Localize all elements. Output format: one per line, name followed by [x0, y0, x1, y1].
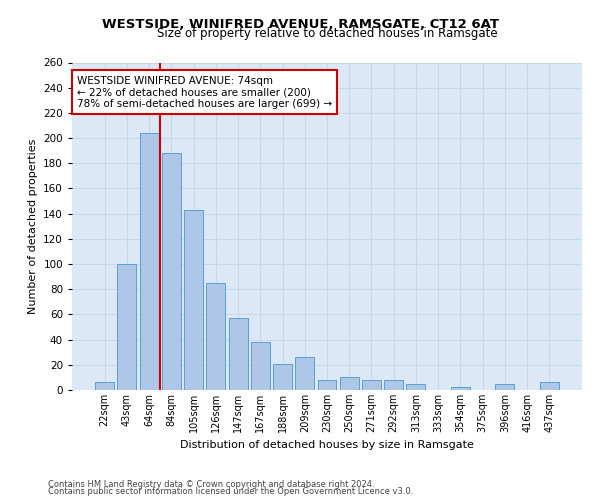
- Y-axis label: Number of detached properties: Number of detached properties: [28, 138, 38, 314]
- Bar: [251, 342, 270, 390]
- Bar: [118, 264, 136, 390]
- Bar: [295, 357, 314, 390]
- Text: Contains HM Land Registry data © Crown copyright and database right 2024.: Contains HM Land Registry data © Crown c…: [48, 480, 374, 489]
- Bar: [273, 364, 292, 390]
- X-axis label: Distribution of detached houses by size in Ramsgate: Distribution of detached houses by size …: [180, 440, 474, 450]
- Title: Size of property relative to detached houses in Ramsgate: Size of property relative to detached ho…: [157, 28, 497, 40]
- Bar: [362, 380, 381, 390]
- Bar: [540, 382, 559, 390]
- Bar: [184, 210, 203, 390]
- Bar: [206, 283, 225, 390]
- Bar: [317, 380, 337, 390]
- Bar: [451, 388, 470, 390]
- Bar: [496, 384, 514, 390]
- Bar: [340, 378, 359, 390]
- Bar: [95, 382, 114, 390]
- Text: Contains public sector information licensed under the Open Government Licence v3: Contains public sector information licen…: [48, 487, 413, 496]
- Text: WESTSIDE WINIFRED AVENUE: 74sqm
← 22% of detached houses are smaller (200)
78% o: WESTSIDE WINIFRED AVENUE: 74sqm ← 22% of…: [77, 76, 332, 109]
- Bar: [140, 133, 158, 390]
- Text: WESTSIDE, WINIFRED AVENUE, RAMSGATE, CT12 6AT: WESTSIDE, WINIFRED AVENUE, RAMSGATE, CT1…: [101, 18, 499, 30]
- Bar: [162, 153, 181, 390]
- Bar: [229, 318, 248, 390]
- Bar: [384, 380, 403, 390]
- Bar: [406, 384, 425, 390]
